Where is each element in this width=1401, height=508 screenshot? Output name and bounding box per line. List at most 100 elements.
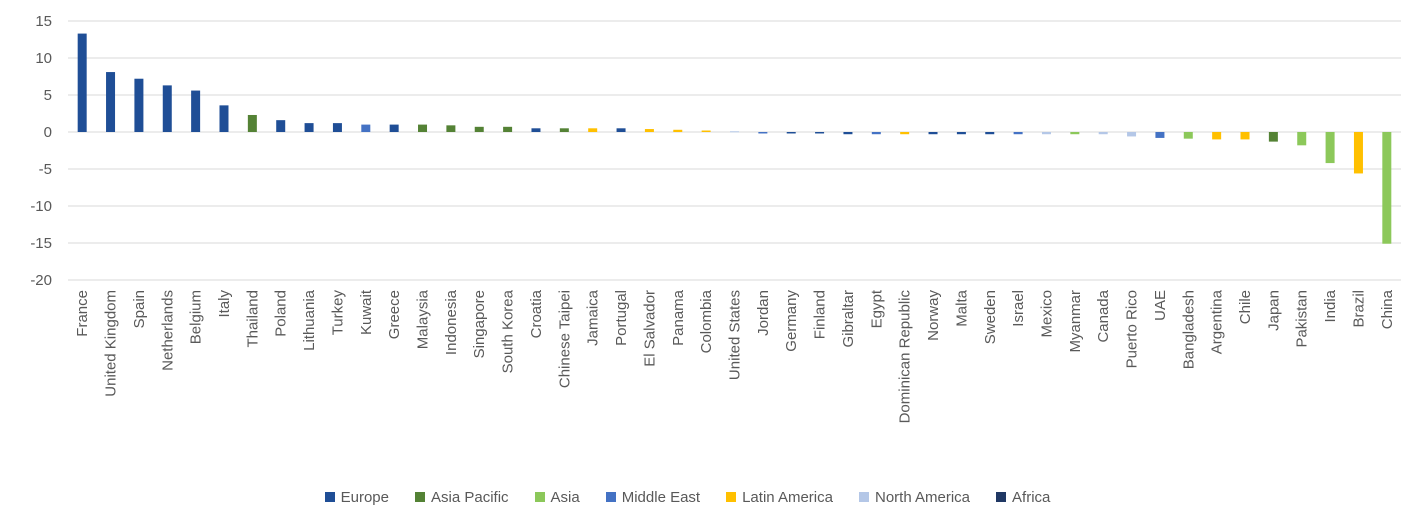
legend-swatch (726, 492, 737, 502)
x-tick-label: Turkey (329, 290, 346, 336)
bar-mexico (1041, 132, 1051, 135)
bar-turkey (332, 123, 342, 132)
bar-brazil (1353, 132, 1363, 174)
x-tick-label: Malaysia (415, 289, 432, 349)
x-tick-label: Panama (670, 289, 687, 346)
bar-finland (815, 132, 825, 134)
bar-gibraltar (843, 132, 853, 135)
bar-sweden (985, 132, 995, 135)
y-tick-label: 10 (35, 50, 52, 67)
bar-croatia (531, 128, 541, 132)
x-tick-label: Indonesia (443, 289, 460, 355)
legend-swatch (534, 492, 545, 502)
bar-south-korea (503, 126, 513, 132)
bar-india (1325, 132, 1335, 164)
y-tick-label: -20 (30, 272, 52, 289)
bar-chinese-taipei (559, 128, 569, 132)
x-axis-tick-labels: France United Kingdom Spain Netherlands Belg… (74, 289, 1396, 423)
gridlines (68, 20, 1401, 281)
x-tick-label: Egypt (868, 289, 885, 328)
legend-label: Latin America (742, 488, 833, 506)
x-tick-label: Finland (812, 290, 829, 339)
x-tick-label: France (74, 290, 91, 337)
x-tick-label: Chinese Taipei (556, 290, 573, 388)
bar-chart: 15 10 5 0 -5 -10 -15 -20 France United Kingdom Sp… (30, 13, 1401, 423)
x-tick-label: El Salvador (641, 290, 658, 367)
x-tick-label: Bangladesh (1180, 290, 1197, 369)
x-tick-label: China (1379, 289, 1396, 329)
x-tick-label: Croatia (528, 289, 545, 338)
x-tick-label: Netherlands (159, 290, 176, 371)
legend-swatch (415, 492, 425, 502)
bar-pakistan (1297, 132, 1307, 146)
y-axis-tick-labels: 15 10 5 0 -5 -10 -15 -20 (30, 13, 52, 289)
legend-swatch (858, 492, 869, 502)
bar-uae (1155, 132, 1165, 138)
x-tick-label: Greece (386, 290, 403, 339)
legend-swatch (996, 492, 1007, 502)
y-tick-label: 0 (44, 124, 52, 141)
bar-spain (134, 78, 144, 132)
y-tick-label: -5 (39, 161, 52, 178)
x-tick-label: Puerto Rico (1124, 290, 1141, 368)
x-tick-label: Poland (273, 290, 290, 337)
x-tick-label: Myanmar (1067, 290, 1084, 353)
x-tick-label: Pakistan (1294, 290, 1311, 348)
y-tick-label: -10 (30, 198, 52, 215)
legend-item: Asia Pacific (415, 486, 509, 508)
bar-indonesia (446, 125, 456, 132)
bar-japan (1268, 132, 1278, 142)
legend-label: Asia (550, 488, 580, 506)
legend-label: Middle East (621, 488, 701, 506)
legend-item: Africa (996, 486, 1050, 508)
legend-label: Asia Pacific (431, 488, 509, 506)
x-tick-label: United Kingdom (103, 290, 120, 397)
x-tick-label: Chile (1237, 290, 1254, 324)
x-tick-label: Malta (953, 289, 970, 326)
bar-malta (956, 132, 966, 135)
bar-singapore (474, 126, 484, 132)
bar-argentina (1212, 132, 1222, 140)
bar-canada (1098, 132, 1108, 135)
bar-jamaica (588, 128, 598, 132)
x-tick-label: Mexico (1038, 290, 1055, 338)
bar-chile (1240, 132, 1250, 140)
legend-label: North America (874, 488, 971, 506)
legend-item: Asia (534, 486, 580, 508)
bar-norway (928, 132, 938, 135)
bar-netherlands (162, 85, 172, 132)
bar-panama (673, 129, 683, 132)
legend-label: Africa (1012, 488, 1051, 506)
x-tick-label: South Korea (500, 289, 517, 373)
bar-bangladesh (1183, 132, 1193, 139)
x-tick-label: India (1322, 289, 1339, 322)
x-tick-label: Brazil (1350, 290, 1367, 328)
x-tick-label: United States (727, 290, 744, 380)
chart-legend: Europe Asia Pacific Asia Middle East Latin A… (0, 486, 1401, 508)
bar-kuwait (361, 124, 371, 132)
x-tick-label: Belgium (188, 290, 205, 344)
x-tick-label: Germany (783, 290, 800, 352)
x-tick-label: Gibraltar (840, 290, 857, 348)
bar-puerto-rico (1127, 132, 1137, 137)
bar-greece (389, 124, 399, 132)
legend-item: Latin America (726, 486, 833, 508)
bar-egypt (871, 132, 881, 135)
x-tick-label: Spain (131, 290, 148, 328)
x-tick-label: Dominican Republic (897, 290, 914, 424)
x-tick-label: Thailand (244, 290, 261, 348)
bar-el-salvador (644, 129, 654, 132)
bar-thailand (247, 114, 257, 132)
bar-dominican-republic (900, 132, 910, 135)
bar-lithuania (304, 123, 314, 132)
x-tick-label: Kuwait (358, 289, 375, 335)
x-tick-label: Colombia (698, 289, 715, 353)
bar-jordan (758, 132, 768, 134)
bar-portugal (616, 128, 626, 132)
x-tick-label: Sweden (982, 290, 999, 344)
y-tick-label: 15 (35, 13, 52, 30)
bar-israel (1013, 132, 1023, 135)
bar-germany (786, 132, 796, 134)
x-tick-label: Singapore (471, 290, 488, 358)
x-tick-label: Portugal (613, 290, 630, 346)
